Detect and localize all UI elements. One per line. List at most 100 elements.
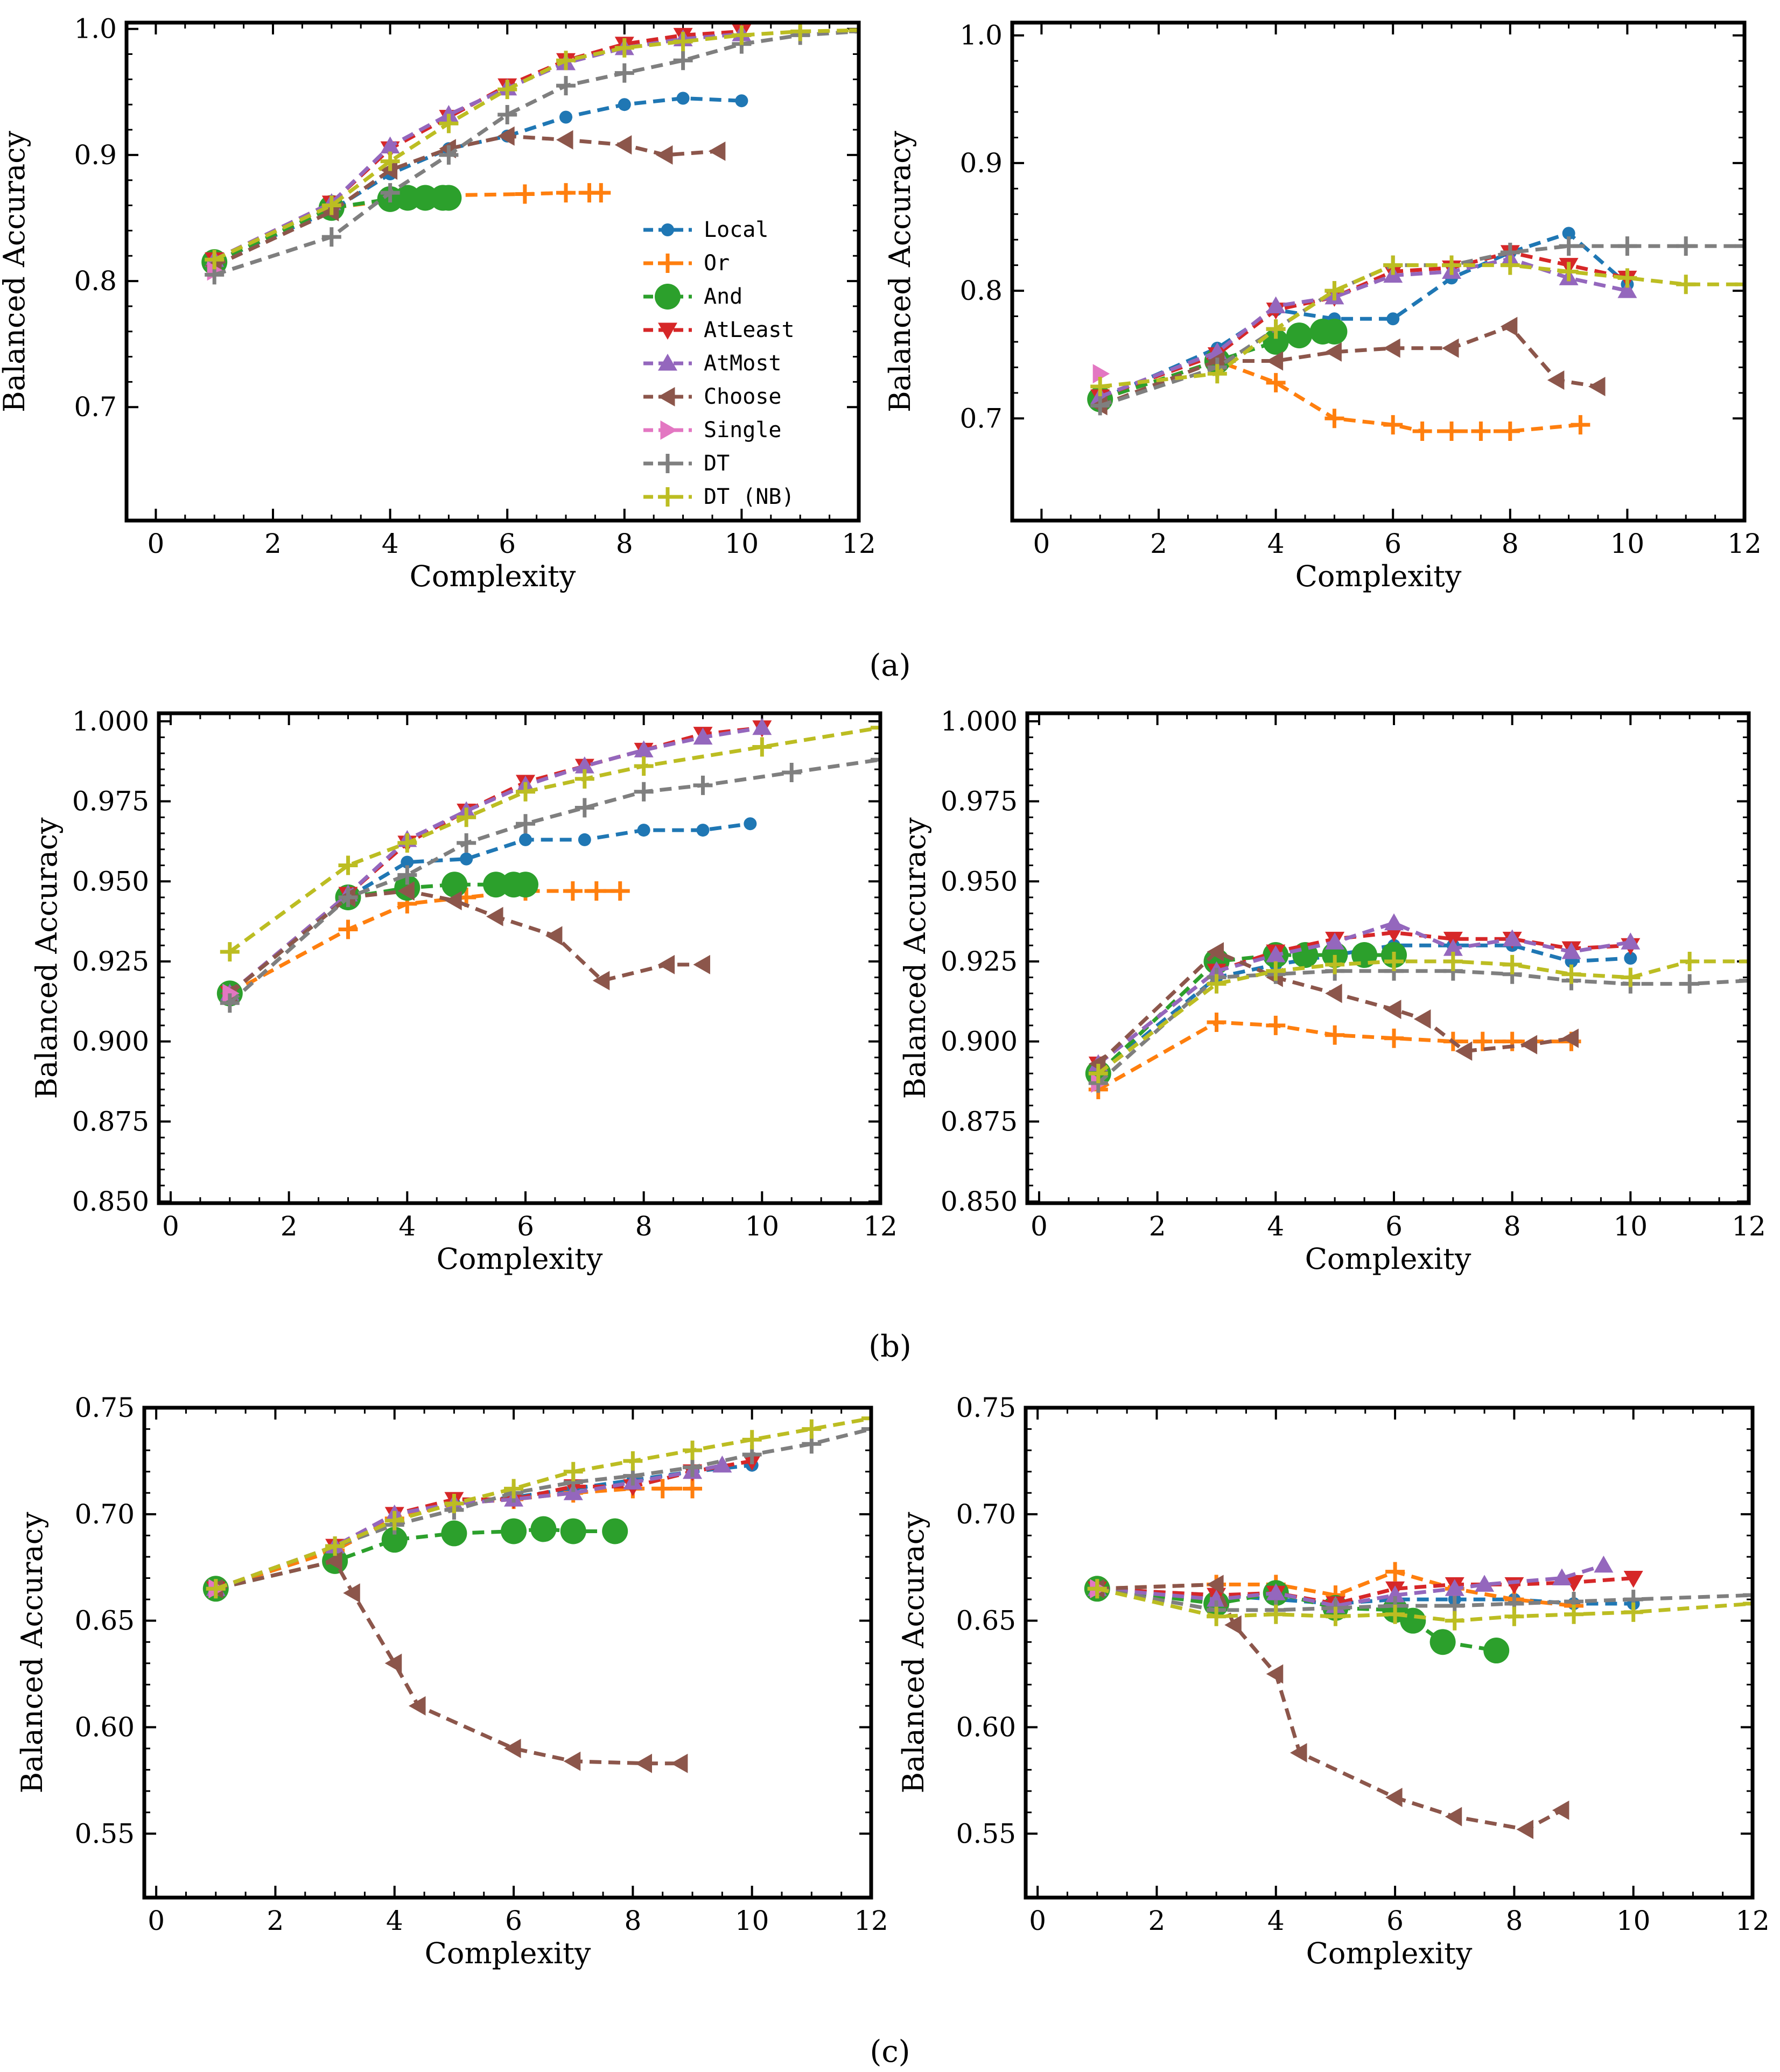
plot-area	[1085, 913, 1749, 1099]
point-choose	[1224, 1615, 1242, 1635]
point-local	[744, 817, 757, 831]
point-dt-nb-	[1088, 1064, 1108, 1084]
y-axis-label: Balanced Accuracy	[15, 1512, 49, 1794]
series-line-choose	[213, 134, 719, 268]
point-atleast	[1623, 1571, 1643, 1588]
legend-label: Local	[704, 217, 768, 242]
point-dt-nb-	[1207, 364, 1227, 384]
series-line-atmost	[1097, 921, 1631, 1066]
series-line-atleast	[228, 726, 762, 995]
y-tick-label: 0.60	[956, 1711, 1016, 1743]
y-axis-label: Balanced Accuracy	[0, 130, 31, 412]
plot-area	[1087, 227, 1744, 441]
point-and	[436, 185, 462, 211]
legend-marker	[658, 322, 677, 340]
point-dt-nb-	[861, 1408, 871, 1428]
legend-item-or: Or	[643, 251, 730, 276]
point-or	[683, 1479, 703, 1499]
point-local	[578, 833, 591, 846]
y-tick-label: 0.9	[959, 148, 1003, 179]
point-or	[1266, 373, 1286, 392]
axes-frame	[124, 20, 861, 523]
point-and	[442, 872, 468, 898]
point-choose	[504, 1739, 521, 1759]
point-dt-nb-	[1207, 1606, 1227, 1626]
point-choose	[409, 1696, 426, 1716]
point-dt	[871, 750, 880, 770]
point-or	[515, 184, 535, 204]
legend-label: AtLeast	[704, 318, 795, 342]
point-choose	[556, 130, 573, 150]
point-choose	[545, 926, 563, 946]
point-dt-nb-	[1559, 262, 1579, 282]
series-choose	[220, 881, 710, 1003]
point-or	[1325, 1025, 1345, 1045]
y-tick-label: 1.000	[72, 706, 149, 737]
point-dt-nb-	[439, 114, 459, 134]
axes-frame	[1025, 711, 1751, 1205]
point-dt-nb-	[1680, 951, 1700, 971]
point-choose	[1442, 338, 1459, 358]
y-tick-label: 0.7	[959, 403, 1003, 434]
point-local	[1386, 312, 1400, 326]
legend-marker	[658, 387, 675, 406]
legend-marker	[660, 420, 677, 440]
point-dt-nb-	[1739, 951, 1749, 971]
plot-area	[1084, 1555, 1753, 1839]
point-or	[586, 881, 606, 901]
legend-item-dt: DT	[643, 451, 730, 476]
x-axis-label: Complexity	[425, 1936, 591, 1970]
point-choose	[1383, 338, 1400, 358]
series-single	[1092, 364, 1110, 384]
y-tick-label: 0.900	[941, 1026, 1018, 1057]
point-dt-nb-	[457, 807, 476, 827]
point-dt	[439, 145, 459, 165]
x-tick-label: 2	[1148, 1905, 1166, 1936]
point-dt	[457, 833, 476, 853]
point-choose	[1500, 317, 1518, 336]
series-choose	[1090, 317, 1606, 416]
point-and	[1321, 318, 1348, 345]
point-atmost	[1617, 281, 1637, 298]
y-tick-label: 0.60	[75, 1711, 135, 1743]
y-tick-label: 0.875	[72, 1106, 149, 1137]
point-choose	[1588, 376, 1606, 396]
series-choose	[206, 1551, 688, 1773]
point-dt	[1559, 236, 1579, 256]
point-or	[1207, 1012, 1227, 1032]
series-dt-nb-	[1090, 255, 1744, 396]
point-and	[1429, 1629, 1456, 1655]
point-local	[696, 824, 710, 837]
point-atmost	[1502, 929, 1522, 946]
series-line-local	[1097, 943, 1631, 1075]
series-line-dt	[215, 1427, 871, 1591]
point-dt-nb-	[1743, 1594, 1753, 1613]
x-axis-label: Complexity	[1295, 559, 1462, 593]
panel-label-a: (a)	[869, 648, 910, 683]
legend-item-and: And	[643, 284, 742, 310]
legend-item-atleast: AtLeast	[643, 318, 795, 342]
x-tick-label: 0	[148, 1905, 165, 1936]
point-atmost	[712, 1455, 732, 1473]
legend-item-local: Local	[643, 217, 768, 242]
panels: 0 2 4 6 8 10 12 0.7 0.8 0.9 1.0 Complexity Balanced …	[0, 13, 1770, 1970]
series-dt	[206, 1419, 871, 1599]
point-dt	[574, 798, 594, 818]
point-local	[1562, 227, 1575, 240]
y-tick-label: 0.8	[74, 265, 117, 297]
x-tick-label: 0	[1029, 1905, 1046, 1936]
y-tick-label: 0.9	[74, 139, 117, 171]
y-tick-label: 0.70	[956, 1499, 1016, 1530]
point-dt-nb-	[1325, 954, 1345, 974]
point-dt-nb-	[1564, 1604, 1584, 1624]
series-dt	[1090, 236, 1744, 416]
point-choose	[486, 907, 503, 926]
point-and	[530, 1516, 557, 1542]
point-choose	[1266, 351, 1284, 371]
point-choose	[1266, 1664, 1284, 1684]
point-dt	[338, 887, 358, 907]
point-atmost	[634, 740, 654, 757]
legend: Local Or And AtLeast AtMost Choose Single DT DT …	[643, 217, 795, 509]
point-dt-nb-	[673, 32, 693, 52]
legend-label: Single	[704, 418, 782, 443]
